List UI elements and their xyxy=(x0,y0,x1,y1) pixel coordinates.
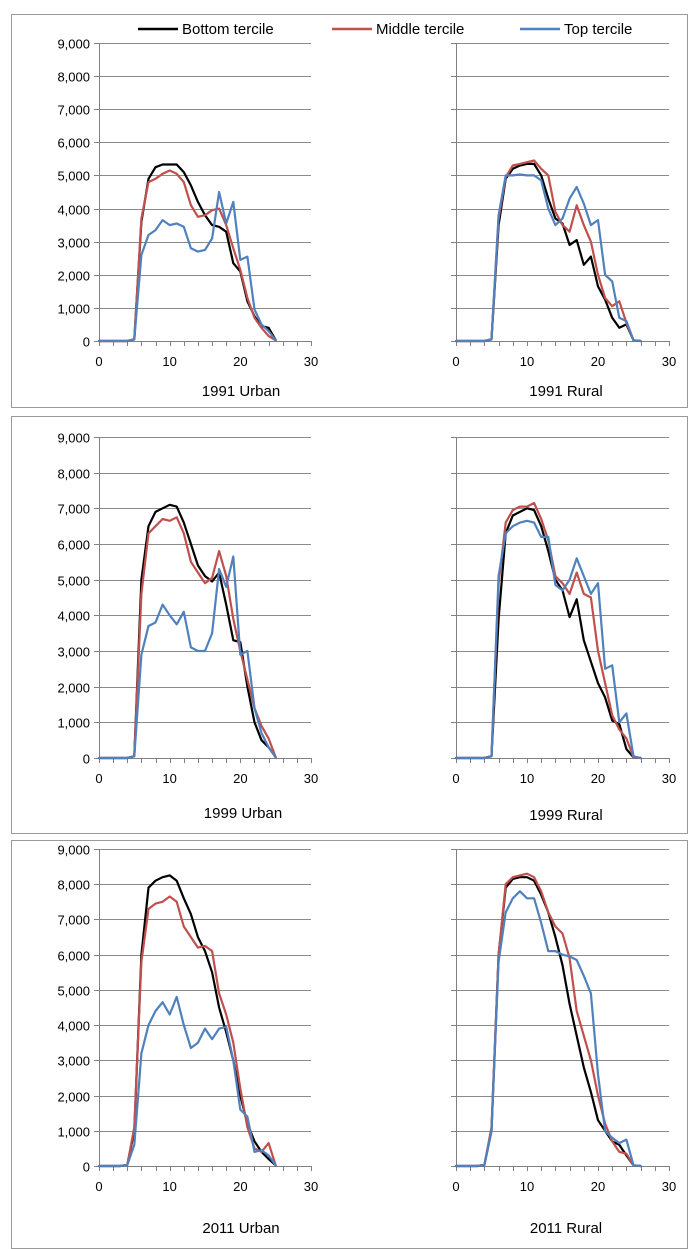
series-top-tercile-line xyxy=(454,890,642,1168)
y-tick-label: 0 xyxy=(83,1160,90,1175)
series-top-tercile-line xyxy=(454,173,642,343)
y-tick-label: 5,000 xyxy=(57,169,90,184)
y-tick-label: 7,000 xyxy=(57,913,90,928)
y-tick-label: 8,000 xyxy=(57,70,90,85)
x-tick-label: 20 xyxy=(233,354,247,369)
subplot-label-1991-rural: 1991 Rural xyxy=(529,383,602,400)
x-tick-label: 0 xyxy=(452,771,459,786)
x-tick-label: 20 xyxy=(233,1179,247,1194)
x-tick-label: 0 xyxy=(452,354,459,369)
y-tick-label: 8,000 xyxy=(57,878,90,893)
x-tick-label: 0 xyxy=(95,1179,102,1194)
subplot-label-1999-urban: 1999 Urban xyxy=(204,805,282,822)
x-tick-label: 10 xyxy=(520,354,534,369)
y-tick-label: 0 xyxy=(83,752,90,767)
panel-frame-1999 xyxy=(11,416,688,834)
legend-label-middle: Middle tercile xyxy=(376,21,464,38)
y-tick-label: 3,000 xyxy=(57,236,90,251)
y-tick-label: 5,000 xyxy=(57,574,90,589)
y-tick-label: 6,000 xyxy=(57,136,90,151)
legend-item-top: Top tercile xyxy=(520,21,632,38)
plot-1999-rural: 0 10 20 30 xyxy=(451,437,676,786)
x-tick-label: 10 xyxy=(162,771,176,786)
x-tick-label: 30 xyxy=(662,1179,676,1194)
plot-1991-rural: 0 10 20 30 xyxy=(451,43,676,369)
subplot-label-2011-urban: 2011 Urban xyxy=(202,1220,279,1237)
legend-label-top: Top tercile xyxy=(564,21,632,38)
y-tick-label: 1,000 xyxy=(57,716,90,731)
y-tick-label: 9,000 xyxy=(57,37,90,52)
y-tick-label: 3,000 xyxy=(57,645,90,660)
x-tick-label: 30 xyxy=(304,771,318,786)
plot-1999-urban: 0 1,000 2,000 3,000 4,000 5,000 6,000 7,000 8,00… xyxy=(57,431,318,787)
y-tick-label: 5,000 xyxy=(57,984,90,999)
x-tick-label: 10 xyxy=(162,1179,176,1194)
y-tick-label: 1,000 xyxy=(57,302,90,317)
x-tick-label: 20 xyxy=(591,1179,605,1194)
legend-item-middle: Middle tercile xyxy=(332,21,464,38)
y-tick-label: 3,000 xyxy=(57,1054,90,1069)
plot-2011-rural: 0 10 20 30 xyxy=(451,849,676,1194)
x-tick-label: 0 xyxy=(452,1179,459,1194)
y-tick-label: 4,000 xyxy=(57,609,90,624)
y-tick-label: 8,000 xyxy=(57,467,90,482)
legend: Bottom tercile Middle tercile Top tercil… xyxy=(138,21,632,38)
y-tick-label: 2,000 xyxy=(57,1090,90,1105)
y-tick-label: 2,000 xyxy=(57,681,90,696)
y-tick-label: 9,000 xyxy=(57,431,90,446)
x-tick-label: 30 xyxy=(304,354,318,369)
legend-label-bottom: Bottom tercile xyxy=(182,21,274,38)
y-tick-label: 6,000 xyxy=(57,538,90,553)
series-top-tercile-line xyxy=(97,995,277,1168)
panel-frame-2011 xyxy=(11,840,688,1249)
y-tick-label: 4,000 xyxy=(57,203,90,218)
x-tick-label: 20 xyxy=(591,354,605,369)
x-tick-label: 30 xyxy=(662,354,676,369)
x-tick-label: 20 xyxy=(591,771,605,786)
x-tick-label: 0 xyxy=(95,771,102,786)
x-tick-label: 0 xyxy=(95,354,102,369)
plot-1991-urban: 0 1,000 2,000 3,000 4,000 5,000 6,000 7,000 8,00… xyxy=(57,37,318,370)
legend-item-bottom: Bottom tercile xyxy=(138,21,274,38)
y-tick-label: 2,000 xyxy=(57,269,90,284)
x-tick-label: 10 xyxy=(162,354,176,369)
y-tick-label: 0 xyxy=(83,335,90,350)
series-top-tercile-line xyxy=(97,190,277,343)
x-tick-label: 30 xyxy=(662,771,676,786)
y-tick-label: 4,000 xyxy=(57,1019,90,1034)
y-tick-label: 1,000 xyxy=(57,1125,90,1140)
series-top-tercile-line xyxy=(454,519,642,760)
series-top-tercile-line xyxy=(97,555,277,760)
x-tick-label: 10 xyxy=(520,1179,534,1194)
x-tick-label: 20 xyxy=(233,771,247,786)
subplot-label-1999-rural: 1999 Rural xyxy=(529,807,602,824)
subplot-label-2011-rural: 2011 Rural xyxy=(530,1220,602,1237)
y-tick-label: 7,000 xyxy=(57,103,90,118)
x-tick-label: 30 xyxy=(304,1179,318,1194)
y-tick-label: 9,000 xyxy=(57,843,90,858)
plot-layer: 0 1,000 2,000 3,000 4,000 5,000 6,000 7,000 8,00… xyxy=(57,37,676,1195)
y-tick-label: 6,000 xyxy=(57,949,90,964)
plot-2011-urban: 0 1,000 2,000 3,000 4,000 5,000 6,000 7,000 8,00… xyxy=(57,843,318,1195)
y-tick-label: 7,000 xyxy=(57,502,90,517)
subplot-label-1991-urban: 1991 Urban xyxy=(202,383,280,400)
x-tick-label: 10 xyxy=(520,771,534,786)
